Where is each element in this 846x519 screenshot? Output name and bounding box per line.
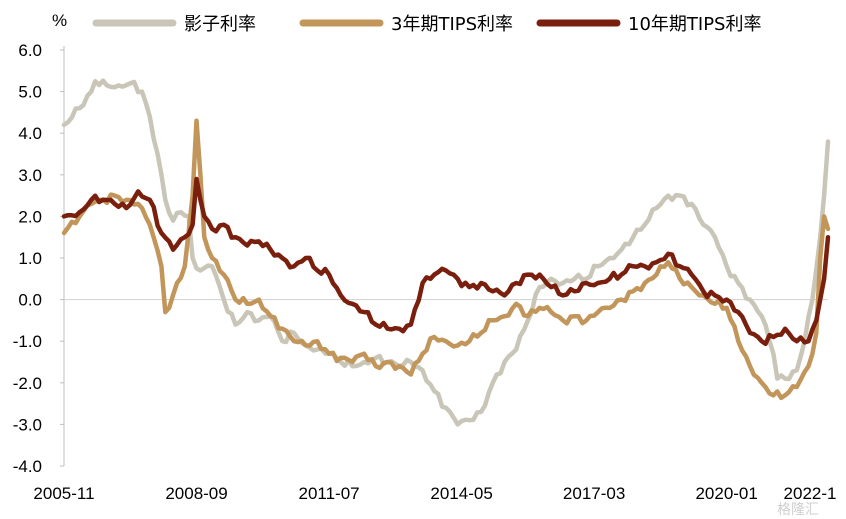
legend: 影子利率 3年期TIPS利率 10年期TIPS利率 [92, 14, 762, 35]
x-tick-label: 2008-09 [165, 484, 227, 503]
y-tick-label: -2.0 [13, 374, 42, 393]
axes [63, 46, 828, 466]
x-tick-label: 2017-03 [563, 484, 625, 503]
y-tick-label: 0.0 [18, 291, 42, 310]
y-tick-label: 5.0 [18, 83, 42, 102]
legend-label: 3年期TIPS利率 [391, 14, 513, 35]
y-tick-label: 4.0 [18, 124, 42, 143]
series-line-1 [61, 78, 831, 427]
y-tick-label: 6.0 [18, 41, 42, 60]
x-tick-label: 2005-11 [33, 484, 94, 503]
y-tick-label: -1.0 [13, 332, 42, 351]
x-tick-label: 2011-07 [298, 484, 359, 503]
y-axis-ticks: 6.0 5.0 4.0 3.0 2.0 1.0 0.0 -1.0 -2.0 -3.0 -4.0 [13, 41, 64, 476]
series-lines [61, 78, 831, 427]
series-line-3 [61, 176, 831, 347]
y-tick-label: -3.0 [13, 415, 42, 434]
legend-label: 10年期TIPS利率 [628, 14, 762, 35]
x-axis-ticks: 2005-11 2008-09 2011-07 2014-05 2017-03 2020-… [33, 484, 836, 503]
y-tick-label: 2.0 [18, 207, 42, 226]
legend-label: 影子利率 [184, 14, 256, 35]
y-axis-unit: % [52, 11, 67, 30]
series-line-2 [61, 118, 831, 401]
y-tick-label: 3.0 [18, 166, 42, 185]
y-tick-label: 1.0 [18, 249, 42, 268]
watermark: 格隆汇 [777, 502, 819, 518]
x-tick-label: 2020-01 [695, 484, 757, 503]
x-tick-label: 2014-05 [430, 484, 492, 503]
y-tick-label: -4.0 [13, 457, 42, 476]
x-tick-label: 2022-1 [784, 484, 837, 503]
